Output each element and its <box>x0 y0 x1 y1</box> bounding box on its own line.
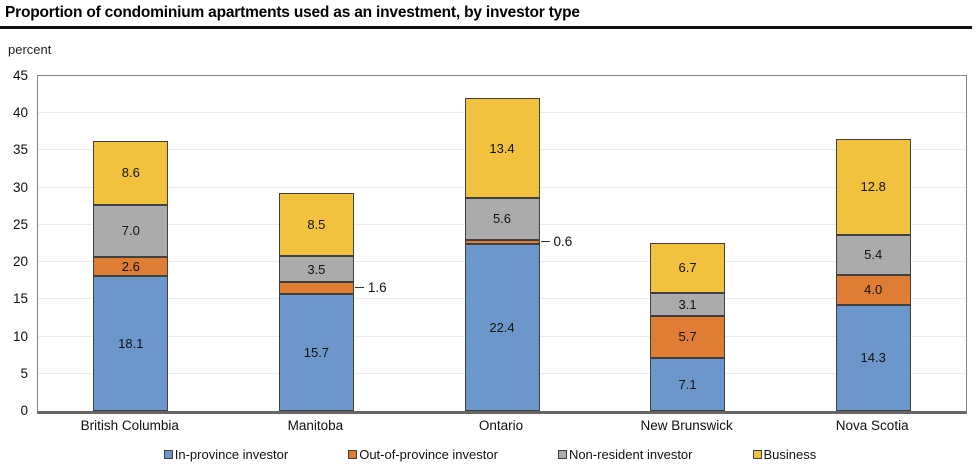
segment-value-label: 22.4 <box>489 320 515 336</box>
x-axis-label-nova-scotia: Nova Scotia <box>835 418 909 433</box>
bar-nova-scotia-segment-in-province-investor: 14.3 <box>835 304 911 411</box>
segment-value-label: 14.3 <box>860 350 886 366</box>
bar-ontario-segment-in-province-investor: 22.4 <box>464 244 540 411</box>
segment-value-label: 12.8 <box>860 179 886 195</box>
segment-value-label: 13.4 <box>489 140 515 156</box>
y-tick-label-40: 40 <box>12 105 28 121</box>
segment-value-label: 7.0 <box>121 223 140 239</box>
y-tick-label-20: 20 <box>12 254 28 270</box>
segment-value-label: 6.7 <box>678 260 697 276</box>
legend-label: Business <box>763 447 817 462</box>
bar-ontario-segment-out-of-province-investor <box>464 239 540 245</box>
bar-new-brunswick-segment-out-of-province-investor: 5.7 <box>650 315 726 359</box>
bar-manitoba-segment-out-of-province-investor <box>278 282 354 295</box>
y-tick-label-30: 30 <box>12 179 28 195</box>
segment-value-label: 18.1 <box>118 336 144 352</box>
bar-new-brunswick-segment-non-resident-investor: 3.1 <box>650 292 726 316</box>
y-tick-label-15: 15 <box>12 291 28 307</box>
segment-value-label: 4.0 <box>864 282 883 298</box>
legend-label: Out-of-province investor <box>359 447 498 462</box>
legend-swatch-icon <box>557 450 567 459</box>
bar-ontario-segment-business: 13.4 <box>464 98 540 199</box>
x-axis-label-british-columbia: British Columbia <box>80 418 179 433</box>
x-axis-label-new-brunswick: New Brunswick <box>640 418 733 433</box>
legend-item-in-province-investor: In-province investor <box>163 447 289 462</box>
segment-value-label: 3.1 <box>678 296 697 312</box>
legend-swatch-icon <box>163 450 173 459</box>
callout-value-label-ontario: 0.6 <box>553 233 573 249</box>
y-tick-label-10: 10 <box>12 328 28 344</box>
bar-nova-scotia-segment-out-of-province-investor: 4.0 <box>835 274 911 305</box>
segment-value-label: 5.4 <box>864 247 883 263</box>
bar-manitoba-segment-business: 8.5 <box>278 192 354 257</box>
segment-value-label: 2.6 <box>121 259 140 275</box>
bar-manitoba-segment-non-resident-investor: 3.5 <box>278 256 354 283</box>
callout-value-label-manitoba: 1.6 <box>367 279 387 295</box>
segment-value-label: 15.7 <box>303 345 330 361</box>
bar-british-columbia-segment-business: 8.6 <box>93 140 169 205</box>
x-axis-label-ontario: Ontario <box>478 418 524 433</box>
legend-swatch-icon <box>348 450 358 459</box>
segment-value-label: 3.5 <box>307 261 326 277</box>
y-tick-label-45: 45 <box>12 68 28 83</box>
bar-new-brunswick-segment-in-province-investor: 7.1 <box>650 358 726 411</box>
callout-line-manitoba <box>354 287 364 289</box>
bar-manitoba-segment-in-province-investor: 15.7 <box>278 294 354 411</box>
bar-british-columbia-segment-out-of-province-investor: 2.6 <box>93 256 169 277</box>
y-tick-label-35: 35 <box>12 142 28 158</box>
y-tick-label-25: 25 <box>12 216 28 232</box>
legend: In-province investor Out-of-province inve… <box>0 447 980 462</box>
chart-title: Proportion of condominium apartments use… <box>5 4 580 21</box>
segment-value-label: 8.6 <box>121 165 140 181</box>
bar-nova-scotia-segment-non-resident-investor: 5.4 <box>835 234 911 275</box>
bar-new-brunswick-segment-business: 6.7 <box>650 242 726 293</box>
segment-value-label: 7.1 <box>678 377 697 393</box>
legend-label: Non-resident investor <box>568 447 693 462</box>
segment-value-label: 5.7 <box>678 329 697 345</box>
legend-item-out-of-province-investor: Out-of-province investor <box>348 447 498 462</box>
segment-value-label: 8.5 <box>307 217 326 233</box>
plot-area: 18.1 2.6 7.0 8.6 15.7 1.6 3.5 8.5 22.4 0.6 5.6 13.4… <box>37 75 967 414</box>
legend-label: In-province investor <box>174 447 289 462</box>
y-tick-label-5: 5 <box>20 365 28 381</box>
bar-british-columbia-segment-in-province-investor: 18.1 <box>93 276 169 411</box>
callout-line-ontario <box>540 241 550 243</box>
legend-item-non-resident-investor: Non-resident investor <box>557 447 693 462</box>
legend-swatch-icon <box>752 450 762 459</box>
x-axis-label-manitoba: Manitoba <box>287 418 344 433</box>
title-rule <box>0 26 972 29</box>
y-tick-label-0: 0 <box>20 403 28 418</box>
bar-nova-scotia-segment-business: 12.8 <box>835 139 911 235</box>
bar-british-columbia-segment-non-resident-investor: 7.0 <box>93 204 169 257</box>
y-axis-unit-label: percent <box>8 42 52 57</box>
bar-ontario-segment-non-resident-investor: 5.6 <box>464 198 540 240</box>
legend-item-business: Business <box>752 447 817 462</box>
segment-value-label: 5.6 <box>492 211 512 227</box>
